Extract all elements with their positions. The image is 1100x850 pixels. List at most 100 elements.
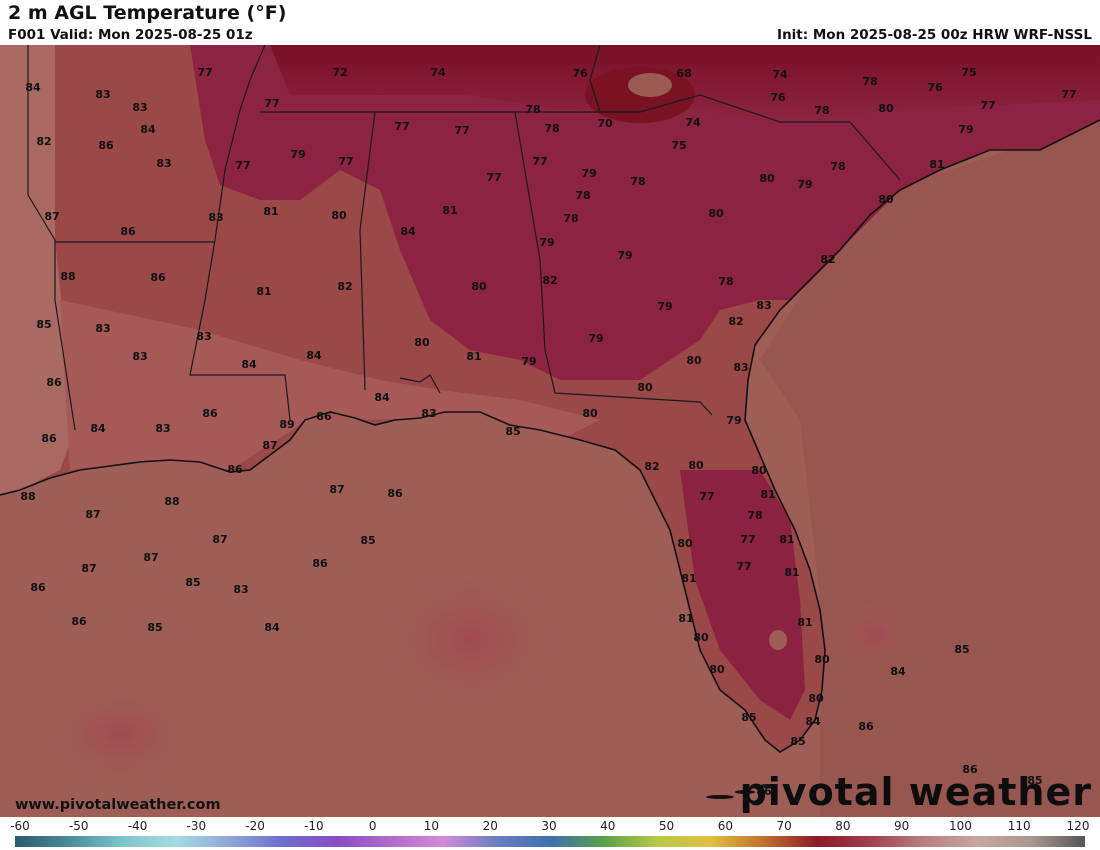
ocean-warm-patch	[30, 680, 210, 790]
temperature-label: 81	[929, 158, 944, 171]
temperature-label: 83	[156, 157, 171, 170]
temperature-label: 78	[630, 175, 645, 188]
temperature-label: 86	[71, 615, 87, 628]
temperature-label: 78	[544, 122, 559, 135]
temperature-label: 87	[143, 551, 158, 564]
temperature-label: 84	[90, 422, 106, 435]
colorbar-tick: -30	[186, 819, 207, 833]
temperature-label: 83	[95, 322, 110, 335]
temperature-label: 81	[256, 285, 271, 298]
temperature-label: 86	[30, 581, 46, 594]
temperature-label: 80	[471, 280, 487, 293]
lake-okeechobee	[769, 630, 787, 650]
temperature-label: 83	[756, 299, 771, 312]
temperature-label: 77	[394, 120, 409, 133]
temperature-label: 83	[132, 101, 147, 114]
temperature-label: 80	[808, 692, 824, 705]
temperature-label: 78	[718, 275, 733, 288]
temperature-label: 77	[264, 97, 279, 110]
valid-time: F001 Valid: Mon 2025-08-25 01z	[8, 27, 253, 43]
temperature-label: 82	[36, 135, 51, 148]
temperature-label: 75	[961, 66, 976, 79]
temperature-label: 78	[830, 160, 845, 173]
temperature-label: 78	[563, 212, 578, 225]
temperature-label: 81	[760, 488, 775, 501]
mountain-peak-spot	[628, 73, 672, 97]
temperature-label: 80	[878, 102, 894, 115]
temperature-label: 83	[733, 361, 748, 374]
temperature-label: 82	[337, 280, 352, 293]
temperature-label: 84	[374, 391, 390, 404]
temperature-label: 86	[227, 463, 243, 476]
temperature-label: 79	[657, 300, 672, 313]
coastline	[0, 119, 1100, 753]
temperature-label: 80	[693, 631, 709, 644]
temperature-label: 76	[927, 81, 943, 94]
colorbar-tick: -40	[127, 819, 148, 833]
temperature-label: 76	[572, 67, 588, 80]
temperature-label: 77	[235, 159, 250, 172]
temperature-label: 82	[820, 253, 835, 266]
temperature-label: 86	[120, 225, 136, 238]
temperature-label: 84	[264, 621, 280, 634]
land-gulf-coast-warm	[60, 300, 600, 470]
colorbar-tick: 40	[600, 819, 616, 833]
temperature-label: 83	[132, 350, 147, 363]
temperature-label: 79	[617, 249, 632, 262]
temperature-label: 83	[421, 407, 436, 420]
temperature-label: 78	[814, 104, 829, 117]
temperature-label: 79	[581, 167, 596, 180]
temperature-label: 88	[164, 495, 179, 508]
map-header: 2 m AGL Temperature (°F) F001 Valid: Mon…	[0, 0, 1100, 45]
temperature-label: 86	[41, 432, 57, 445]
temperature-label: 81	[442, 204, 457, 217]
temperature-label: 86	[962, 763, 978, 776]
temperature-label: 77	[532, 155, 547, 168]
temperature-label: 77	[197, 66, 212, 79]
temperature-label: 85	[360, 534, 375, 547]
ocean-warm-patch	[360, 560, 580, 720]
temperature-label: 85	[147, 621, 162, 634]
temperature-label: 74	[430, 66, 446, 79]
temperature-label: 85	[790, 735, 805, 748]
land-florida-interior	[680, 470, 805, 720]
temperature-label: 80	[878, 193, 894, 206]
temperature-label: 77	[740, 533, 755, 546]
temperature-label: 77	[338, 155, 353, 168]
colorbar-tick: -60	[10, 819, 30, 833]
temperature-label: 82	[644, 460, 659, 473]
temperature-label: 86	[46, 376, 62, 389]
temperature-label: 78	[747, 509, 762, 522]
colorbar-tick: 70	[776, 819, 792, 833]
state-borders	[27, 45, 901, 431]
temperature-label: 87	[262, 439, 277, 452]
temperature-label: 81	[678, 612, 693, 625]
temperature-label: 80	[331, 209, 347, 222]
temperature-label: 80	[677, 537, 693, 550]
colorbar-tick: 90	[894, 819, 910, 833]
temperature-label: 86	[202, 407, 218, 420]
temperature-label: 80	[708, 207, 724, 220]
ocean-warm-patch	[830, 600, 920, 670]
temperature-label: 79	[726, 414, 741, 427]
temperature-label: 84	[400, 225, 416, 238]
temperature-label: 85	[741, 711, 756, 724]
temperature-label: 81	[466, 350, 481, 363]
colorbar-tick: 60	[717, 819, 733, 833]
temperature-label: 86	[387, 487, 403, 500]
temperature-label: 84	[25, 81, 41, 94]
temperature-label: 87	[329, 483, 344, 496]
temperature-label: 83	[233, 583, 248, 596]
colorbar-tick: 80	[835, 819, 851, 833]
temperature-label: 87	[44, 210, 59, 223]
temperature-label: 88	[60, 270, 75, 283]
temperature-label: 88	[20, 490, 35, 503]
temperature-label: 74	[685, 116, 701, 129]
temperature-label: 89	[279, 418, 294, 431]
land-cool-interior	[190, 45, 1100, 380]
temperature-label: 80	[688, 459, 704, 472]
temperature-label: 75	[671, 139, 686, 152]
temperature-label: 74	[772, 68, 788, 81]
